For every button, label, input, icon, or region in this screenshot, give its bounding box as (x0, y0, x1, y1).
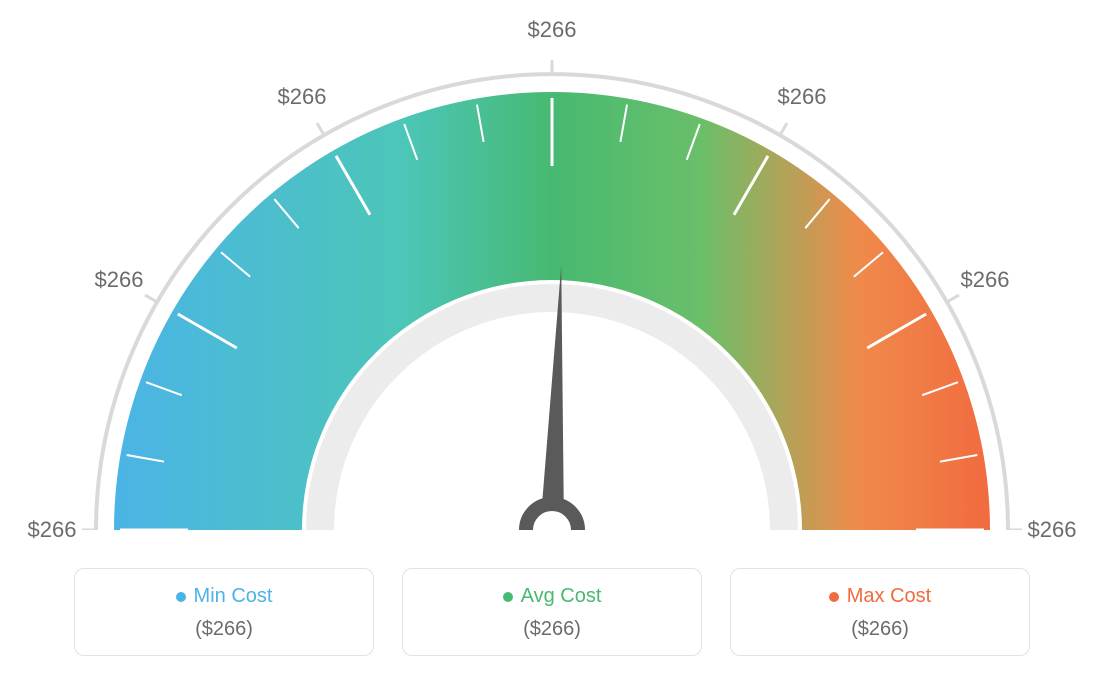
gauge-chart: $266 $266 $266 $266 $266 $266 $266 (0, 0, 1104, 560)
legend-card-max: Max Cost ($266) (730, 568, 1030, 656)
legend-row: Min Cost ($266) Avg Cost ($266) Max Cost… (0, 568, 1104, 656)
legend-value-min: ($266) (85, 618, 363, 641)
legend-label-max: Max Cost (847, 585, 931, 608)
gauge-scale-label: $266 (961, 267, 1010, 293)
legend-value-avg: ($266) (413, 618, 691, 641)
legend-card-min: Min Cost ($266) (74, 568, 374, 656)
gauge-scale-label: $266 (778, 84, 827, 110)
legend-dot-max (829, 592, 839, 602)
gauge-svg (0, 0, 1104, 560)
gauge-scale-label: $266 (278, 84, 327, 110)
legend-card-avg: Avg Cost ($266) (402, 568, 702, 656)
gauge-scale-label: $266 (28, 517, 77, 543)
gauge-scale-label: $266 (95, 267, 144, 293)
legend-dot-avg (503, 592, 513, 602)
legend-label-min: Min Cost (194, 585, 273, 608)
legend-label-avg: Avg Cost (521, 585, 602, 608)
gauge-scale-label: $266 (528, 17, 577, 43)
gauge-scale-label: $266 (1028, 517, 1077, 543)
legend-value-max: ($266) (741, 618, 1019, 641)
legend-dot-min (176, 592, 186, 602)
